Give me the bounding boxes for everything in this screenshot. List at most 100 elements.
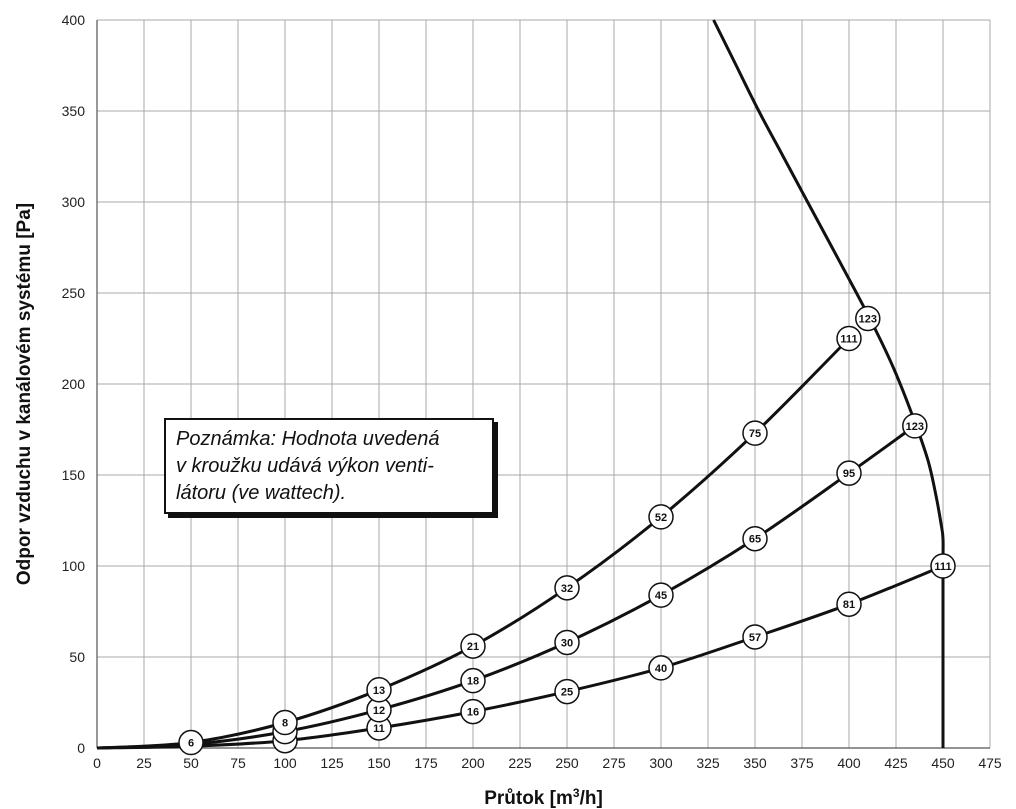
marker-circle xyxy=(930,553,956,579)
y-tick-label: 400 xyxy=(62,12,86,28)
marker-label: 75 xyxy=(749,428,761,440)
y-tick-label: 50 xyxy=(69,649,85,665)
marker-circle xyxy=(648,655,674,681)
marker-label: 32 xyxy=(561,583,573,595)
marker-circle xyxy=(460,667,486,694)
y-tick-label: 250 xyxy=(62,285,86,301)
series-2-point: 12 xyxy=(366,697,392,723)
y-tick-label: 350 xyxy=(62,103,86,119)
marker-label: 111 xyxy=(840,334,857,346)
marker-circle xyxy=(836,591,862,617)
x-axis-label-sup: 3 xyxy=(573,786,580,800)
marker-circle xyxy=(554,678,580,705)
annotation-note: Poznámka: Hodnota uvedená v kroužku udáv… xyxy=(164,418,494,514)
marker-label: 8 xyxy=(282,718,288,730)
limit-curve-line xyxy=(712,19,945,748)
x-tick-label: 250 xyxy=(555,755,579,771)
series-1-point: 75 xyxy=(742,420,768,446)
marker-label: 13 xyxy=(373,685,385,697)
marker-label: 111 xyxy=(934,561,951,573)
series-1-point: 6 xyxy=(178,729,204,756)
marker-circle xyxy=(554,629,580,656)
x-tick-label: 150 xyxy=(367,755,391,771)
y-tick-label: 0 xyxy=(77,740,85,756)
x-tick-label: 50 xyxy=(183,755,199,771)
series-1-point: 13 xyxy=(366,677,392,703)
marker-label: 123 xyxy=(859,313,877,325)
marker-label: 11 xyxy=(373,723,385,735)
x-tick-label: 425 xyxy=(884,755,908,771)
x-tick-label: 475 xyxy=(978,755,1002,771)
x-tick-label: 450 xyxy=(931,755,955,771)
series-1-point: 8 xyxy=(272,709,298,736)
x-tick-labels: 0 25 50 75 100 125 150 175 200 225 250 275 300 325 350… xyxy=(93,755,1002,771)
x-axis-label-main: Průtok [m xyxy=(484,788,573,809)
x-tick-label: 175 xyxy=(414,755,438,771)
x-tick-label: 25 xyxy=(136,755,152,771)
marker-label: 81 xyxy=(843,599,855,611)
y-tick-label: 300 xyxy=(62,194,86,210)
marker-label: 6 xyxy=(188,738,194,750)
marker-circle xyxy=(855,305,881,332)
series-2-point: 30 xyxy=(554,629,580,656)
marker-label: 16 xyxy=(467,707,479,719)
series-3-point: 25 xyxy=(554,678,580,705)
marker-label: 57 xyxy=(749,632,761,644)
series-2-point: 95 xyxy=(836,460,862,486)
marker-label: 95 xyxy=(843,468,855,480)
marker-circle xyxy=(554,575,580,601)
series-1-point: 111 xyxy=(836,325,862,352)
marker-circle xyxy=(272,709,298,736)
marker-circle xyxy=(460,698,486,725)
marker-label: 65 xyxy=(749,534,761,546)
series-3-point: 16 xyxy=(460,698,486,725)
x-tick-label: 275 xyxy=(602,755,626,771)
marker-label: 30 xyxy=(561,637,573,649)
y-tick-label: 150 xyxy=(62,467,86,483)
marker-circle xyxy=(902,413,928,439)
y-tick-label: 100 xyxy=(62,558,86,574)
marker-label: 123 xyxy=(906,421,924,433)
series-1-point: 21 xyxy=(460,633,486,659)
annotation-line-3: látoru (ve wattech). xyxy=(176,482,347,504)
y-axis-label: Odpor vzduchu v kanálovém systému [Pa] xyxy=(14,203,35,585)
series-1-point: 32 xyxy=(554,575,580,601)
series-1-point: 52 xyxy=(648,504,674,530)
marker-circle xyxy=(836,460,862,486)
x-tick-label: 75 xyxy=(230,755,246,771)
axis-frame xyxy=(96,20,990,749)
y-tick-label: 200 xyxy=(62,376,86,392)
x-tick-label: 200 xyxy=(461,755,485,771)
series-2-line xyxy=(96,424,916,750)
limit-curve-point: 123 xyxy=(855,305,881,332)
series-curves xyxy=(96,19,945,750)
x-tick-label: 0 xyxy=(93,755,101,771)
annotation-line-1: Poznámka: Hodnota uvedená xyxy=(176,428,440,450)
marker-circle xyxy=(742,624,768,650)
x-tick-label: 300 xyxy=(649,755,673,771)
marker-circle xyxy=(742,420,768,446)
marker-label: 25 xyxy=(561,687,573,699)
marker-circle xyxy=(178,729,204,756)
series-3-point: 57 xyxy=(742,624,768,650)
marker-label: 52 xyxy=(655,512,667,524)
marker-circle xyxy=(366,677,392,703)
marker-label: 21 xyxy=(467,641,479,653)
series-1-line xyxy=(96,337,851,750)
x-tick-label: 375 xyxy=(790,755,814,771)
x-axis-label: Průtok [m3/h] xyxy=(484,786,603,809)
x-tick-label: 125 xyxy=(320,755,344,771)
series-2-point: 45 xyxy=(648,582,674,608)
x-tick-label: 325 xyxy=(696,755,720,771)
series-3-line xyxy=(96,564,944,750)
series-3-point: 40 xyxy=(648,655,674,681)
marker-circle xyxy=(648,582,674,608)
marker-circle xyxy=(742,525,768,552)
series-3-point: 81 xyxy=(836,591,862,617)
series-3-point: 11 xyxy=(366,715,392,741)
marker-label: 45 xyxy=(655,590,667,602)
x-tick-label: 225 xyxy=(508,755,532,771)
y-tick-labels: 0 50 100 150 200 250 300 350 400 xyxy=(62,12,86,756)
series-2-point: 123 xyxy=(902,413,928,439)
marker-circle xyxy=(460,633,486,659)
